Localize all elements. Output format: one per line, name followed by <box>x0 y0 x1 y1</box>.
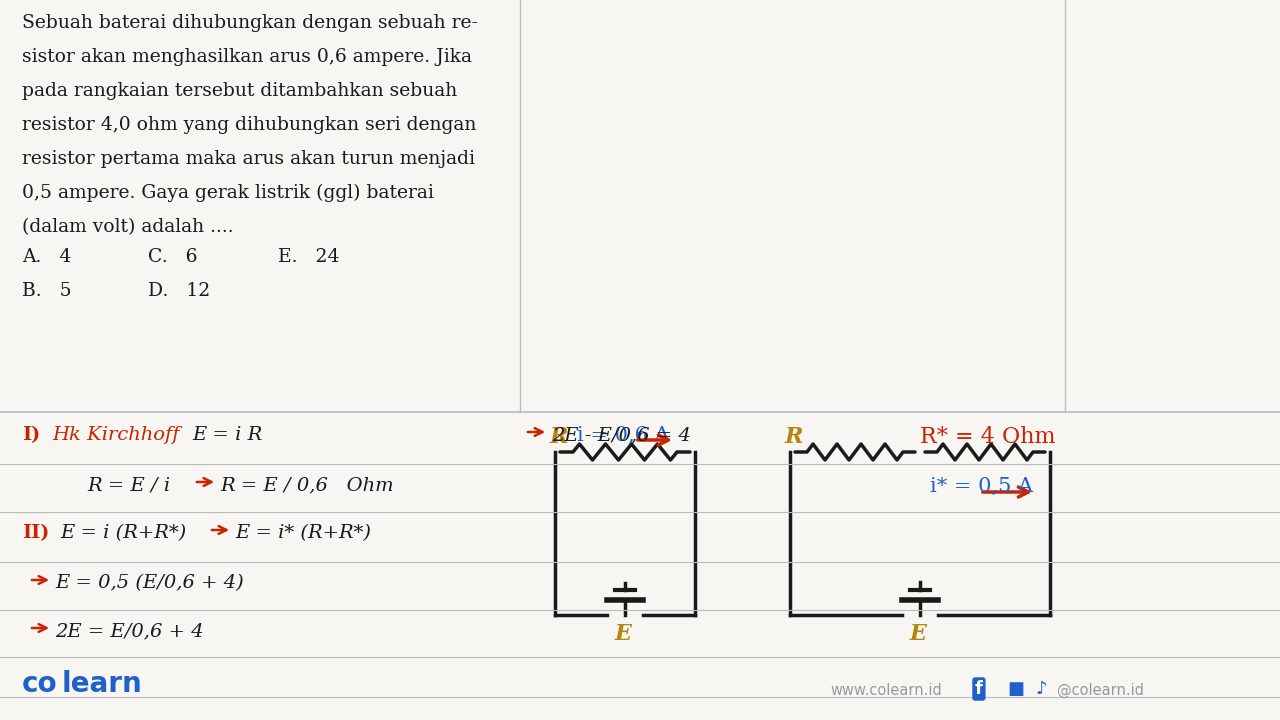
Text: www.colearn.id: www.colearn.id <box>829 683 942 698</box>
Text: D.   12: D. 12 <box>148 282 210 300</box>
Text: Hk Kirchhoff: Hk Kirchhoff <box>52 426 179 444</box>
Text: R = E / i: R = E / i <box>87 476 170 494</box>
Text: R: R <box>785 426 804 448</box>
Text: R = E / 0,6   Ohm: R = E / 0,6 Ohm <box>220 476 394 494</box>
Text: f: f <box>975 680 983 698</box>
Text: R* = 4 Ohm: R* = 4 Ohm <box>920 426 1056 448</box>
Text: E = i (R+R*): E = i (R+R*) <box>60 524 187 542</box>
Text: learn: learn <box>61 670 143 698</box>
Text: A.   4: A. 4 <box>22 248 72 266</box>
Text: resistor 4,0 ohm yang dihubungkan seri dengan: resistor 4,0 ohm yang dihubungkan seri d… <box>22 116 476 134</box>
Text: (dalam volt) adalah ....: (dalam volt) adalah .... <box>22 218 234 236</box>
Text: @colearn.id: @colearn.id <box>1057 683 1144 698</box>
Text: E.   24: E. 24 <box>278 248 339 266</box>
Text: R: R <box>550 426 568 448</box>
Text: resistor pertama maka arus akan turun menjadi: resistor pertama maka arus akan turun me… <box>22 150 475 168</box>
Text: E = i* (R+R*): E = i* (R+R*) <box>236 524 371 542</box>
Text: pada rangkaian tersebut ditambahkan sebuah: pada rangkaian tersebut ditambahkan sebu… <box>22 82 457 100</box>
Text: co: co <box>22 670 58 698</box>
Text: E: E <box>910 623 927 645</box>
Text: 2E - E/0,6 = 4: 2E - E/0,6 = 4 <box>552 426 691 444</box>
Text: Sebuah baterai dihubungkan dengan sebuah re-: Sebuah baterai dihubungkan dengan sebuah… <box>22 14 477 32</box>
Text: B.   5: B. 5 <box>22 282 72 300</box>
Text: i* = 0,5 A: i* = 0,5 A <box>931 477 1033 496</box>
Text: E: E <box>614 623 632 645</box>
Text: ■: ■ <box>1007 680 1024 698</box>
Text: 0,5 ampere. Gaya gerak listrik (ggl) baterai: 0,5 ampere. Gaya gerak listrik (ggl) bat… <box>22 184 434 202</box>
Text: C.   6: C. 6 <box>148 248 197 266</box>
Text: 2E = E/0,6 + 4: 2E = E/0,6 + 4 <box>55 622 204 640</box>
Text: I): I) <box>22 426 40 444</box>
Text: ♪: ♪ <box>1036 680 1047 698</box>
Text: E = 0,5 (E/0,6 + 4): E = 0,5 (E/0,6 + 4) <box>55 574 243 592</box>
Text: i = 0,6 A: i = 0,6 A <box>577 426 669 445</box>
Text: E = i R: E = i R <box>192 426 262 444</box>
Text: II): II) <box>22 524 50 542</box>
Text: sistor akan menghasilkan arus 0,6 ampere. Jika: sistor akan menghasilkan arus 0,6 ampere… <box>22 48 472 66</box>
